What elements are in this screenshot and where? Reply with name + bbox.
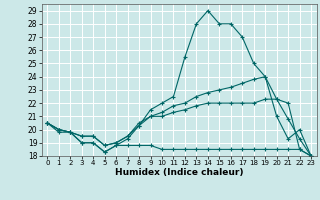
X-axis label: Humidex (Indice chaleur): Humidex (Indice chaleur) [115,168,244,177]
